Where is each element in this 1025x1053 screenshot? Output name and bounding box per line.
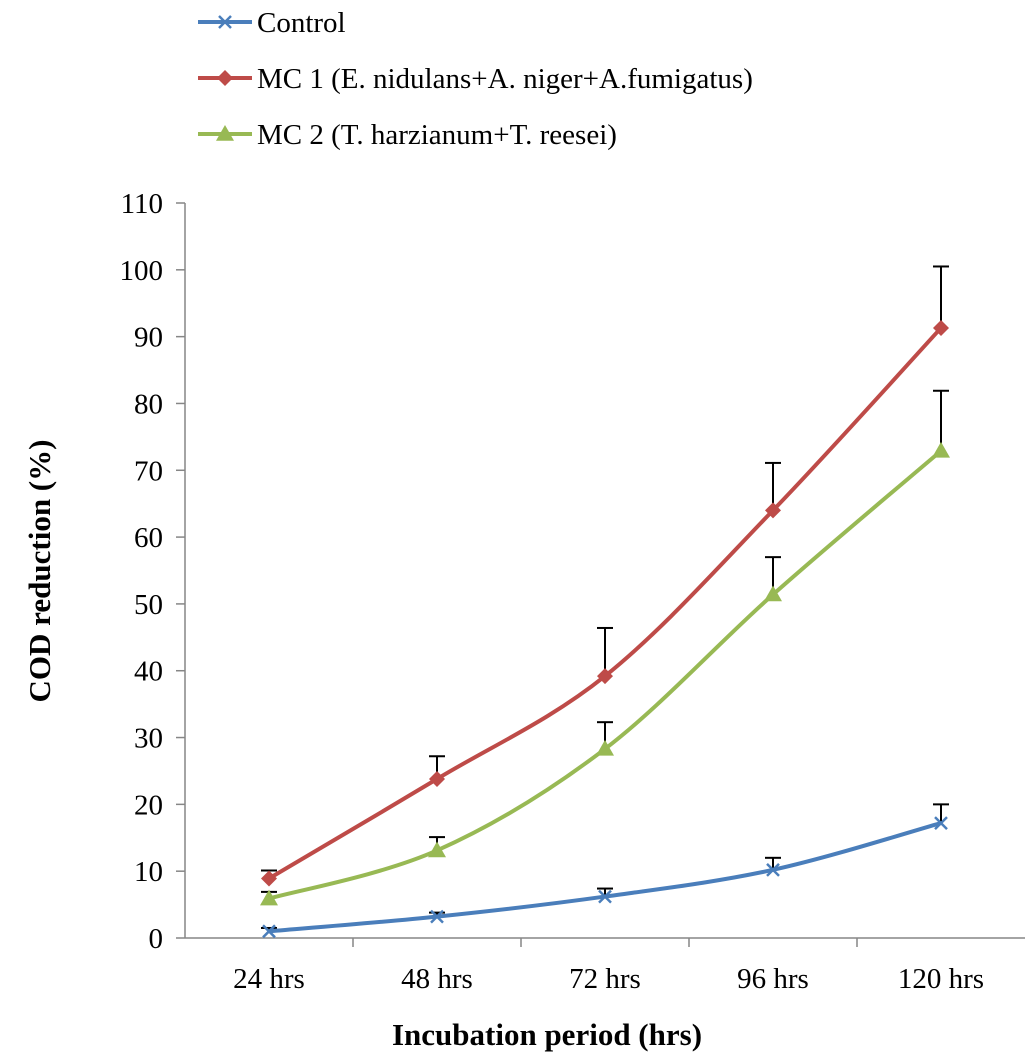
y-tick-label: 100	[120, 255, 164, 287]
legend-marker	[216, 125, 234, 141]
legend-label: MC 1 (E. nidulans+A. niger+A.fumigatus)	[257, 63, 753, 95]
axes: 0 10 20 30 40 50 60 70 80 90 100 110 24 hrs 48 hrs 72 …	[120, 188, 1025, 995]
data-point	[764, 585, 782, 602]
y-tick-label: 30	[134, 723, 163, 755]
x-tick-label: 120 hrs	[898, 963, 984, 995]
error-bars	[261, 265, 949, 932]
data-point	[428, 841, 446, 858]
data-point	[932, 441, 950, 458]
data-point	[934, 816, 948, 830]
y-tick-label: 0	[149, 923, 164, 955]
data-point	[766, 862, 780, 877]
data-point	[430, 909, 444, 924]
legend-marker	[217, 70, 233, 86]
data-point	[429, 770, 445, 787]
data-point	[260, 889, 278, 906]
data-point	[261, 870, 277, 887]
x-axis-title: Incubation period (hrs)	[392, 1017, 702, 1052]
legend-marker	[218, 15, 232, 29]
y-tick-label: 90	[134, 322, 163, 354]
y-tick-label: 20	[134, 789, 163, 821]
series-markers	[260, 319, 950, 939]
y-tick-label: 40	[134, 656, 163, 688]
series-line-0	[268, 821, 942, 934]
data-point	[933, 319, 949, 336]
y-tick-label: 10	[134, 856, 163, 888]
data-point	[765, 502, 781, 519]
y-tick-label: 60	[134, 522, 163, 554]
y-tick-label: 50	[134, 589, 163, 621]
legend-label: MC 2 (T. harzianum+T. reesei)	[257, 119, 617, 151]
x-tick-label: 72 hrs	[569, 963, 641, 995]
data-point	[597, 668, 613, 685]
x-tick-label: 96 hrs	[737, 963, 809, 995]
legend: Control MC 1 (E. nidulans+A. niger+A.fumi…	[198, 7, 753, 151]
y-tick-label: 70	[134, 455, 163, 487]
data-point	[596, 739, 614, 756]
legend-label: Control	[257, 7, 346, 39]
y-axis-title: COD reduction (%)	[22, 440, 57, 703]
data-point	[262, 924, 276, 939]
data-point	[598, 889, 612, 904]
x-tick-label: 48 hrs	[401, 963, 473, 995]
series-line-1	[267, 326, 943, 881]
y-tick-label: 80	[134, 388, 163, 420]
x-tick-label: 24 hrs	[233, 963, 305, 995]
y-tick-label: 110	[121, 188, 163, 220]
